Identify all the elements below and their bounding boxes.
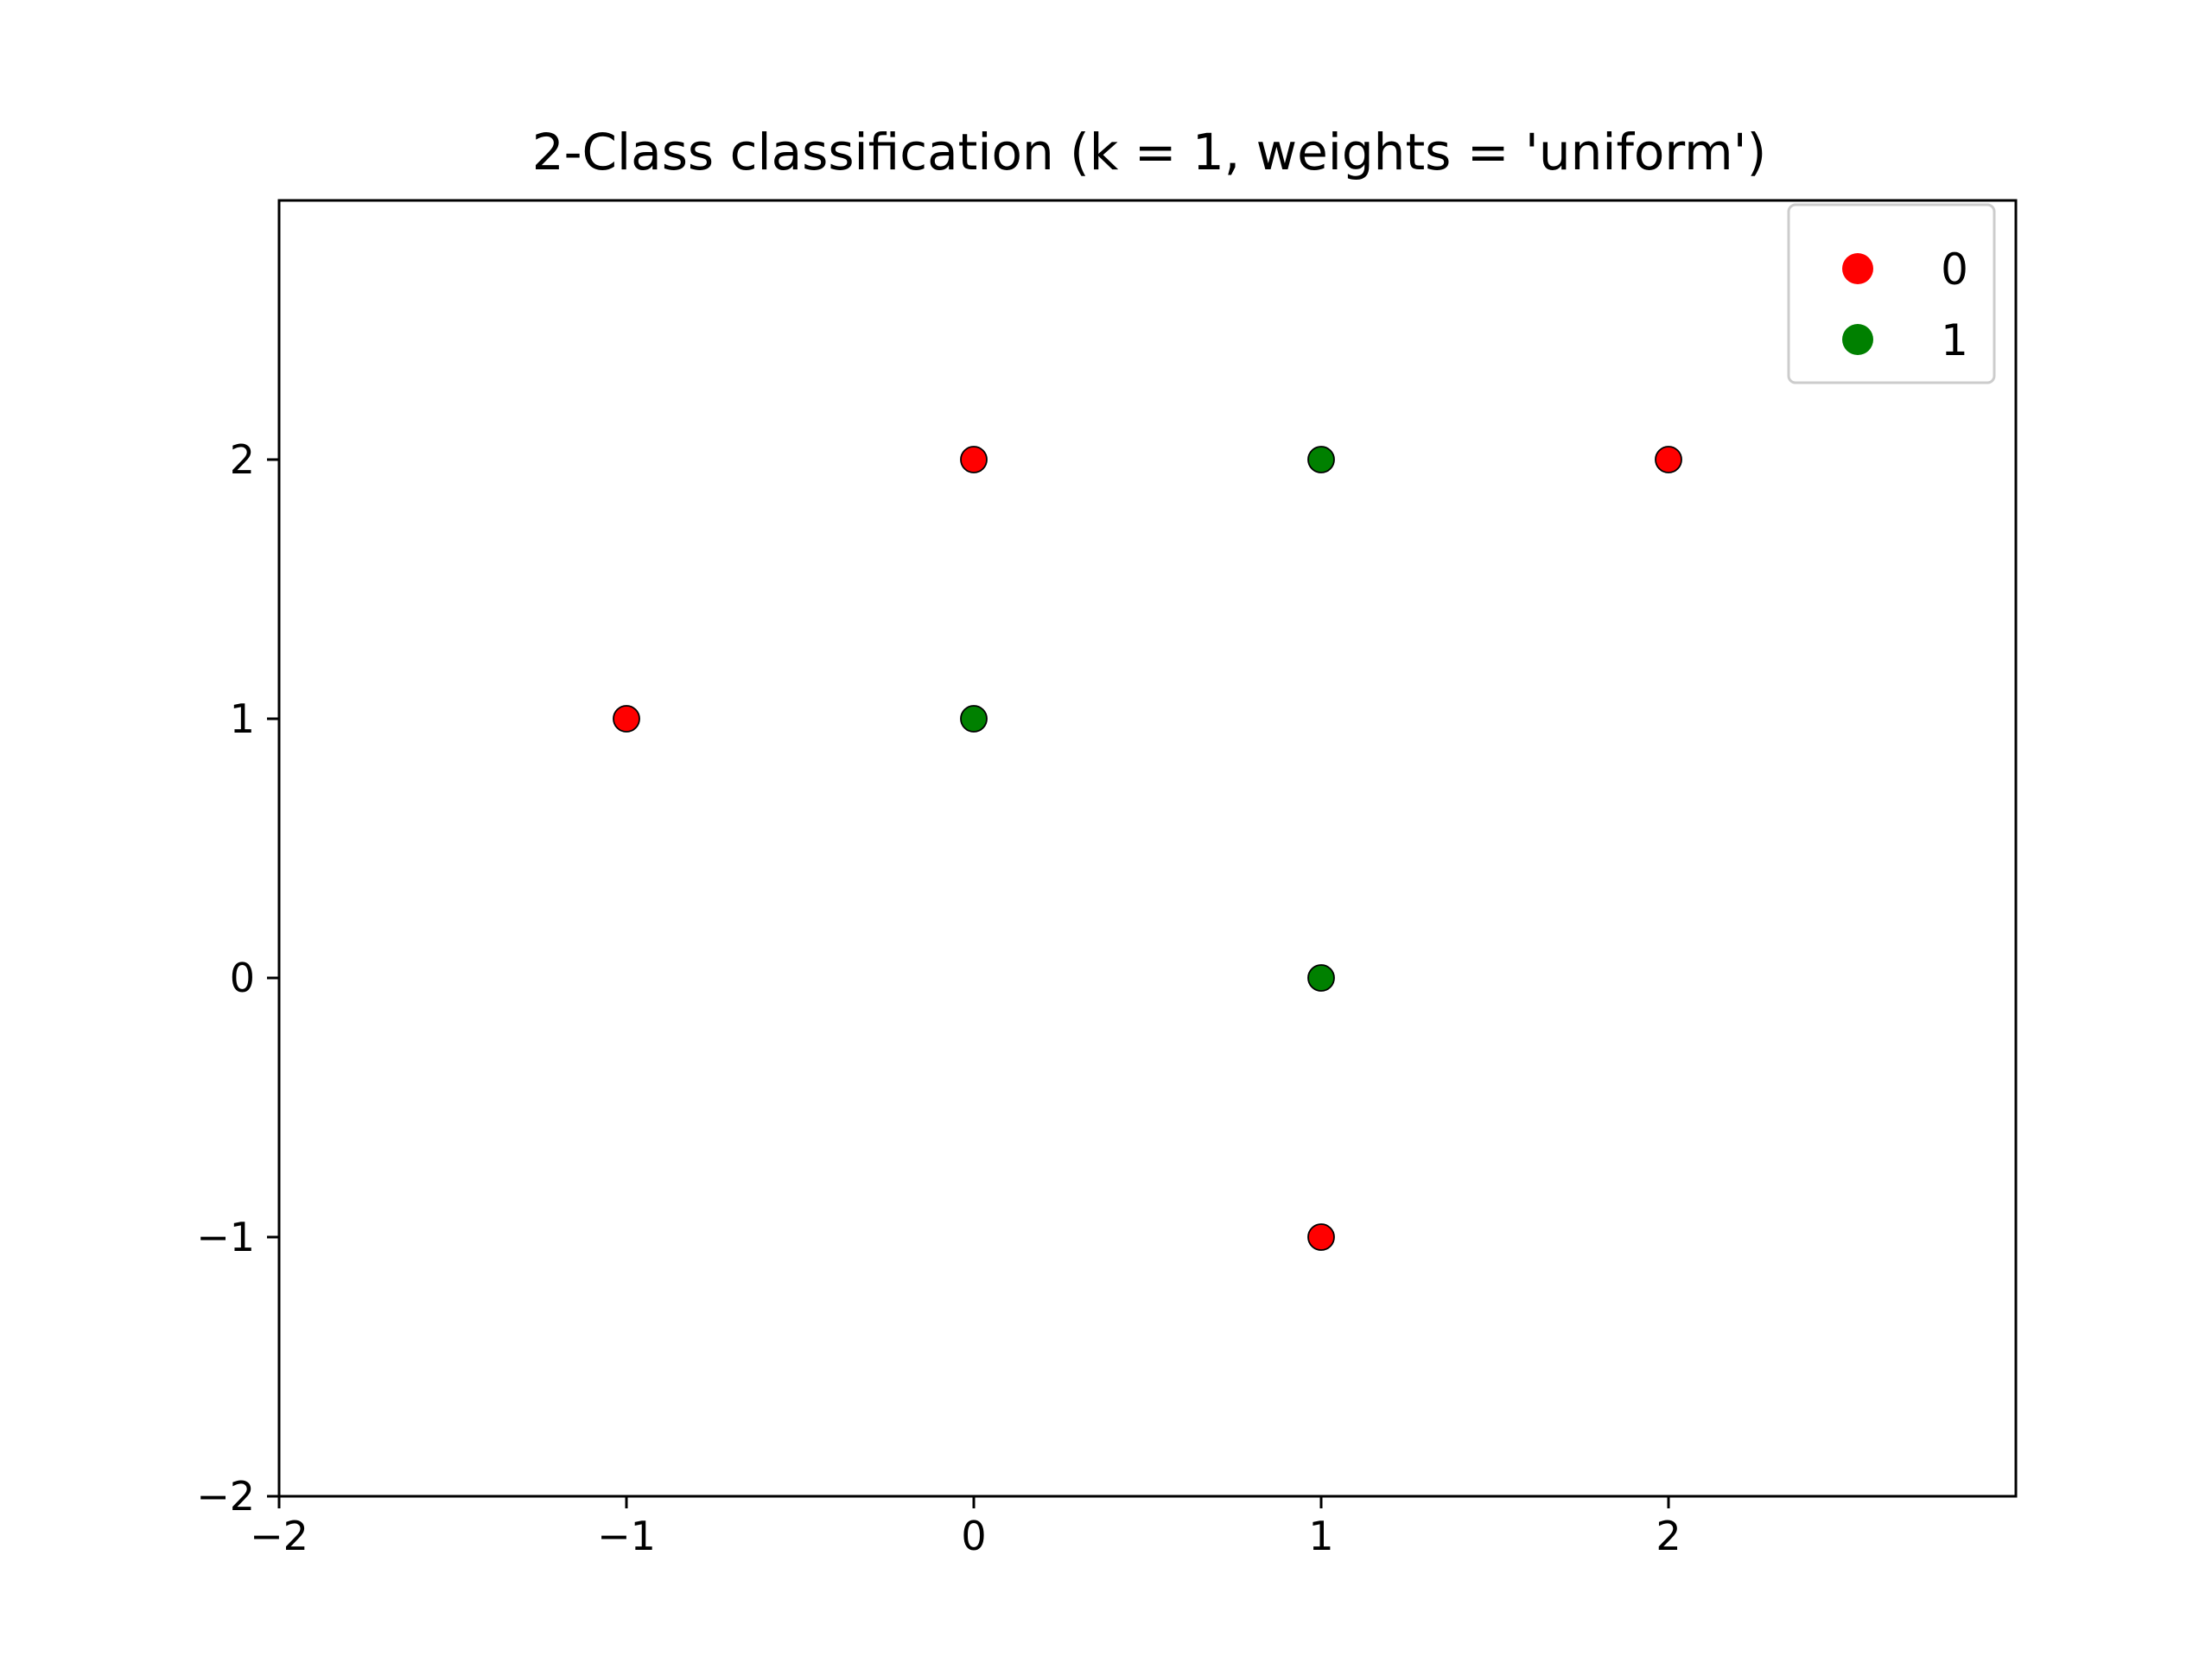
data-point-class-0: [960, 446, 988, 473]
data-point-class-0: [1655, 446, 1682, 473]
data-points: [613, 446, 1682, 1251]
x-tick-label: 0: [961, 1513, 986, 1559]
legend-marker: [1842, 324, 1873, 355]
data-point-class-1: [1307, 446, 1335, 473]
legend-box: [1787, 203, 1996, 384]
legend-entry-label: 0: [1941, 244, 1968, 295]
data-point-class-1: [960, 705, 988, 733]
legend-entry-label: 1: [1941, 315, 1968, 365]
x-tick-label: −2: [250, 1513, 308, 1559]
data-point-class-0: [1307, 1223, 1335, 1251]
y-tick-label: 2: [230, 436, 255, 483]
y-tick-label: −2: [196, 1473, 255, 1520]
y-tick-label: −1: [196, 1214, 255, 1260]
y-tick-label: 1: [230, 695, 255, 742]
x-tick-label: 2: [1656, 1513, 1681, 1559]
x-tick-label: 1: [1308, 1513, 1333, 1559]
data-point-class-1: [1307, 964, 1335, 992]
axis-ticks: −2 −1 0 1 2 −2 −1 0 1 2: [196, 436, 1681, 1559]
y-tick-label: 0: [230, 955, 255, 1001]
plot-area-frame: [277, 199, 2018, 1498]
x-tick-label: −1: [597, 1513, 656, 1559]
legend-marker: [1842, 253, 1873, 284]
chart-title: 2-Class classification (k = 1, weights =…: [532, 123, 1767, 181]
data-point-class-0: [613, 705, 640, 733]
legend: 01: [1787, 203, 1996, 384]
